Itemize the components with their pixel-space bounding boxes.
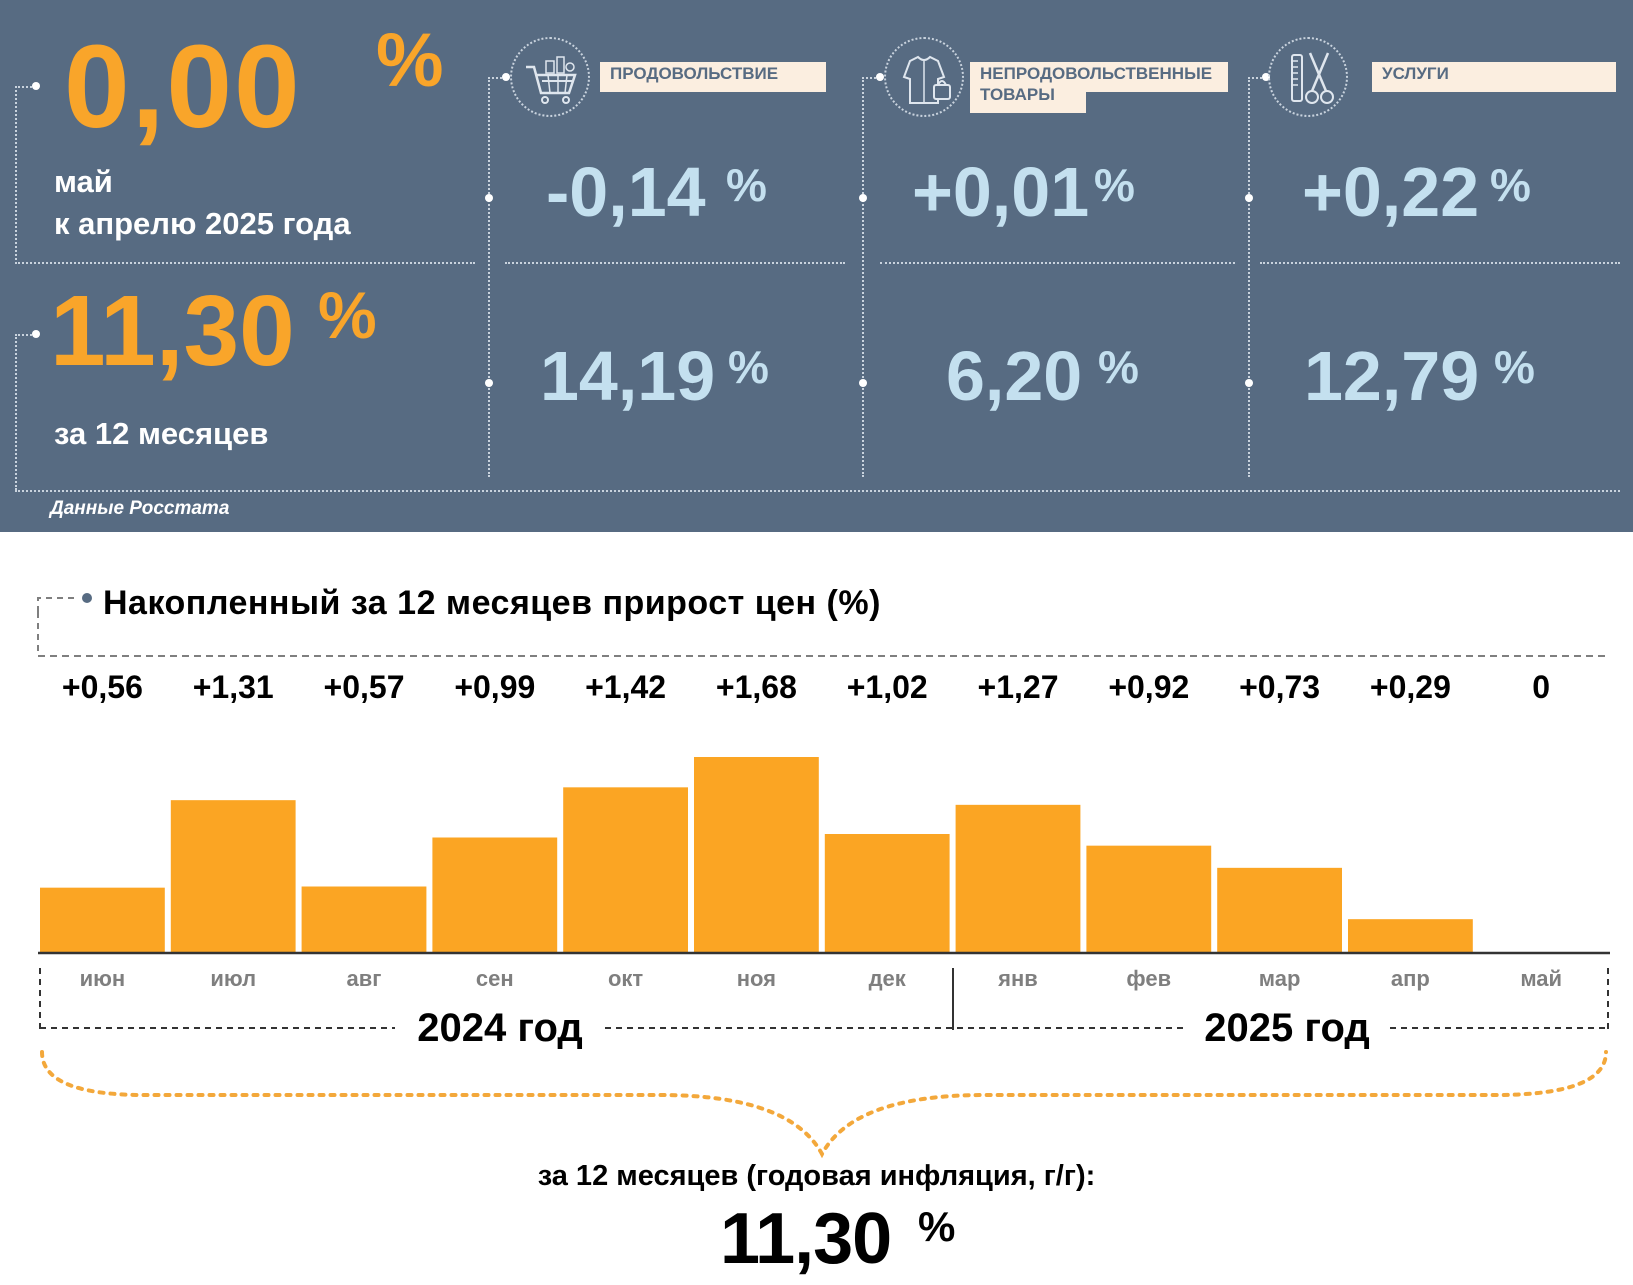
bar-авг bbox=[301, 886, 427, 953]
bullet-dot bbox=[502, 73, 510, 81]
bullet-dot bbox=[485, 379, 493, 387]
bar-янв bbox=[955, 804, 1081, 953]
monthly-period-line1: май bbox=[54, 164, 113, 199]
bullet-dot bbox=[859, 379, 867, 387]
nonfood-monthly-unit: % bbox=[1094, 159, 1135, 211]
bullet-dot bbox=[1262, 73, 1270, 81]
value-label-фев: +0,92 bbox=[1108, 669, 1189, 705]
services-annual-unit: % bbox=[1494, 341, 1535, 393]
summary-value: 11,30 bbox=[720, 1199, 892, 1279]
bar-мар bbox=[1217, 867, 1342, 953]
month-label-янв: янв bbox=[997, 966, 1038, 991]
value-label-июн: +0,56 bbox=[62, 669, 143, 705]
bar-июн bbox=[40, 887, 165, 953]
month-label-ноя: ноя bbox=[737, 966, 776, 991]
services-monthly-value: +0,22 bbox=[1302, 153, 1480, 231]
divider bbox=[15, 334, 17, 490]
value-label-янв: +1,27 bbox=[978, 669, 1059, 705]
divider bbox=[1248, 77, 1266, 79]
food-monthly-unit: % bbox=[726, 159, 767, 211]
summary-label: за 12 месяцев (годовая инфляция, г/г): bbox=[537, 1160, 1096, 1192]
data-source: Данные Росстата bbox=[50, 498, 230, 519]
value-label-авг: +0,57 bbox=[324, 669, 405, 705]
divider bbox=[1260, 262, 1620, 264]
month-label-май: май bbox=[1520, 966, 1562, 991]
bar-ноя bbox=[694, 757, 819, 953]
month-label-дек: дек bbox=[869, 966, 907, 991]
value-label-ноя: +1,68 bbox=[716, 669, 797, 705]
year-label-1: 2025 год bbox=[1204, 1006, 1370, 1050]
divider bbox=[15, 86, 17, 264]
category-label-food: ПРОДОВОЛЬСТВИЕ bbox=[600, 62, 826, 92]
summary-unit: % bbox=[918, 1203, 956, 1250]
month-label-фев: фев bbox=[1126, 966, 1171, 991]
value-label-июл: +1,31 bbox=[193, 669, 274, 705]
category-label-nonfood-line2: ТОВАРЫ bbox=[970, 83, 1086, 113]
month-label-мар: мар bbox=[1259, 966, 1301, 991]
food-annual-unit: % bbox=[728, 341, 769, 393]
value-label-сен: +0,99 bbox=[454, 669, 535, 705]
annual-inflation-value: 11,30 bbox=[50, 275, 295, 387]
bullet-dot bbox=[1245, 379, 1253, 387]
annual-period-label: за 12 месяцев bbox=[54, 416, 269, 451]
month-label-авг: авг bbox=[347, 966, 382, 991]
divider bbox=[488, 77, 506, 79]
bar-фев bbox=[1086, 845, 1212, 953]
bullet-dot bbox=[32, 330, 40, 338]
monthly-price-growth-chart: +0,56 +1,31 +0,57 +0,99 +1,42 +1,68 +1,02 +1,27… bbox=[37, 593, 1610, 1159]
shopping-cart-icon bbox=[510, 37, 590, 117]
nonfood-annual-value: 6,20 bbox=[946, 337, 1083, 415]
divider bbox=[880, 262, 1235, 264]
divider bbox=[505, 262, 845, 264]
monthly-period-line2: к апрелю 2025 года bbox=[54, 206, 351, 241]
bullet-dot bbox=[1245, 194, 1253, 202]
scissors-comb-icon bbox=[1268, 37, 1348, 117]
monthly-inflation-unit: % bbox=[376, 18, 444, 103]
nonfood-monthly-value: +0,01 bbox=[912, 153, 1090, 231]
divider bbox=[15, 490, 1620, 492]
services-monthly-unit: % bbox=[1490, 159, 1531, 211]
value-label-окт: +1,42 bbox=[585, 669, 666, 705]
bullet-dot bbox=[485, 194, 493, 202]
divider bbox=[15, 262, 475, 264]
services-annual-value: 12,79 bbox=[1304, 337, 1480, 415]
bullet-dot bbox=[859, 194, 867, 202]
bar-июл bbox=[170, 800, 296, 953]
chart-title: Накопленный за 12 месяцев прирост цен (%… bbox=[103, 584, 881, 622]
divider bbox=[862, 77, 864, 477]
bullet-dot bbox=[32, 82, 40, 90]
food-monthly-value: -0,14 bbox=[546, 153, 706, 231]
bar-дек bbox=[824, 834, 950, 953]
month-label-апр: апр bbox=[1391, 966, 1430, 991]
year-label-0: 2024 год bbox=[417, 1006, 583, 1050]
value-label-май: 0 bbox=[1532, 669, 1550, 705]
monthly-inflation-value: 0,00 bbox=[64, 21, 302, 153]
divider bbox=[1248, 77, 1250, 477]
food-annual-value: 14,19 bbox=[540, 337, 716, 415]
bar-сен bbox=[432, 837, 558, 953]
bar-апр bbox=[1348, 919, 1473, 953]
inflation-summary-panel: 0,00 % май к апрелю 2025 года 11,30 % за… bbox=[0, 0, 1633, 532]
divider bbox=[15, 86, 35, 88]
month-label-июл: июл bbox=[210, 966, 256, 991]
bar-окт bbox=[563, 787, 688, 953]
bullet-dot bbox=[876, 73, 884, 81]
value-label-мар: +0,73 bbox=[1239, 669, 1320, 705]
divider bbox=[862, 77, 880, 79]
value-label-апр: +0,29 bbox=[1370, 669, 1451, 705]
month-label-окт: окт bbox=[608, 966, 643, 991]
month-label-июн: июн bbox=[80, 966, 126, 991]
category-label-services: УСЛУГИ bbox=[1372, 62, 1616, 92]
month-label-сен: сен bbox=[476, 966, 514, 991]
annual-inflation-unit: % bbox=[318, 278, 377, 352]
clothes-icon bbox=[884, 37, 964, 117]
divider bbox=[15, 334, 35, 336]
value-label-дек: +1,02 bbox=[847, 669, 928, 705]
divider bbox=[488, 77, 490, 477]
nonfood-annual-unit: % bbox=[1098, 341, 1139, 393]
